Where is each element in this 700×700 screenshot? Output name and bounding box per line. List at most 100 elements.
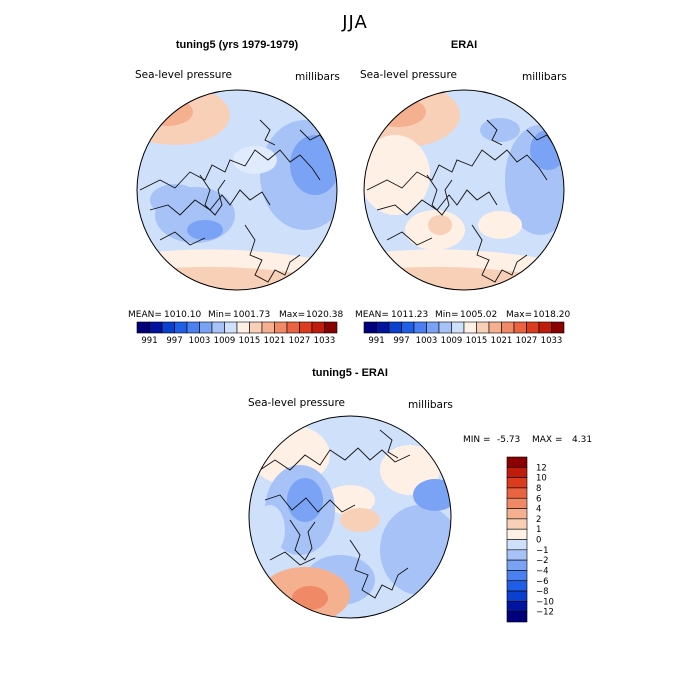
panel1-colorbar-tick-label: 997 [166, 336, 182, 346]
panel2-units-label: millibars [522, 71, 567, 83]
diff-colorbar-tick-label: 6 [536, 494, 541, 504]
panel1-colorbar-swatch [249, 321, 263, 334]
diff-colorbar-swatch [506, 456, 528, 468]
diff-colorbar-swatch [506, 497, 528, 509]
panel1-units-label: millibars [295, 71, 340, 83]
panel2-mean-label: MEAN= [355, 310, 389, 320]
diff-colorbar-swatch [506, 559, 528, 571]
panel2-colorbar-swatch [513, 321, 527, 334]
diff-max-value: 4.31 [572, 435, 592, 445]
diff-colorbar-swatch [506, 518, 528, 530]
panel1-colorbar-tick-label: 1009 [214, 336, 236, 346]
diff-max-label: MAX = [532, 435, 563, 445]
panel2-colorbar-swatch [451, 321, 465, 334]
panel2-colorbar-swatch [376, 321, 390, 334]
diff-colorbar-tick-label: 2 [536, 515, 541, 525]
panel1-min-label: Min= [208, 310, 232, 320]
panel2-colorbar-swatch [538, 321, 552, 334]
diff-colorbar-tick-label: −4 [536, 566, 549, 576]
panel2-variable-label: Sea-level pressure [360, 69, 457, 81]
panel2-colorbar-tick-label: 991 [368, 336, 384, 346]
panel1-variable-label: Sea-level pressure [135, 69, 232, 81]
panel2-min-value: 1005.02 [460, 310, 497, 320]
diff-colorbar-swatch [506, 601, 528, 612]
diff-colorbar-tick-label: −2 [536, 556, 549, 566]
diff-colorbar-swatch [506, 528, 528, 540]
diff-colorbar-swatch [506, 467, 528, 478]
diff-colorbar-swatch [506, 611, 528, 623]
diff-colorbar-swatch [506, 477, 528, 489]
panel1-polar-map [136, 89, 338, 291]
panel1-max-label: Max= [279, 310, 305, 320]
diff-variable-label: Sea-level pressure [248, 397, 345, 409]
diff-colorbar-swatch [506, 570, 528, 582]
panel1-title: tuning5 (yrs 1979-1979) [176, 39, 299, 51]
panel1-colorbar-tick-label: 1003 [189, 336, 211, 346]
panel1-min-value: 1001.73 [233, 310, 270, 320]
panel1-colorbar-tick-label: 1027 [289, 336, 311, 346]
panel2-max-value: 1018.20 [533, 310, 570, 320]
panel1-colorbar-swatch [211, 321, 225, 334]
diff-colorbar [506, 456, 528, 623]
panel2-colorbar-labels: 991 997 1003 1009 1015 1021 1027 1033 [368, 336, 562, 346]
panel1-colorbar [136, 321, 338, 334]
diff-colorbar-tick-label: −12 [536, 608, 554, 618]
panel2-colorbar [363, 321, 565, 334]
panel2-min-label: Min= [435, 310, 459, 320]
diff-colorbar-tick-label: 1 [536, 525, 541, 535]
panel1-colorbar-swatch [274, 321, 288, 334]
panel2-colorbar-swatch [363, 321, 377, 334]
panel1-colorbar-swatch [161, 321, 175, 334]
diff-colorbar-tick-label: 8 [536, 484, 541, 494]
panel2-colorbar-swatch [526, 321, 540, 334]
panel1-colorbar-swatch [186, 321, 200, 334]
panel2-colorbar-swatch [438, 321, 452, 334]
panel2-colorbar-tick-label: 1015 [466, 336, 488, 346]
diff-colorbar-tick-label: −10 [536, 597, 554, 607]
panel2-colorbar-swatch [413, 321, 427, 334]
diff-colorbar-tick-label: 10 [536, 474, 547, 484]
panel2-colorbar-swatch [388, 321, 402, 334]
panel1-colorbar-labels: 991 997 1003 1009 1015 1021 1027 1033 [141, 336, 335, 346]
diff-colorbar-swatch [506, 580, 528, 592]
panel2-stats: MEAN= 1011.23 Min= 1005.02 Max= 1018.20 [355, 310, 570, 320]
diff-min-label: MIN = [463, 435, 491, 445]
diff-units-label: millibars [408, 399, 453, 411]
panel2-colorbar-tick-label: 1003 [416, 336, 438, 346]
panel1-colorbar-swatch [149, 321, 163, 334]
diff-colorbar-tick-label: −8 [536, 587, 549, 597]
panel2-colorbar-swatch [551, 321, 565, 334]
diff-polar-map [248, 415, 452, 619]
panel2-mean-value: 1011.23 [391, 310, 428, 320]
diff-colorbar-swatch [506, 487, 528, 499]
panel2-colorbar-tick-label: 1009 [441, 336, 463, 346]
panel2-colorbar-swatch [488, 321, 502, 334]
panel1-colorbar-swatch [324, 321, 338, 334]
panel1-colorbar-swatch [299, 321, 313, 334]
panel2-colorbar-swatch [501, 321, 515, 334]
panel1-max-value: 1020.38 [306, 310, 343, 320]
panel1-stats: MEAN= 1010.10 Min= 1001.73 Max= 1020.38 [128, 310, 343, 320]
panel1-colorbar-swatch [174, 321, 188, 334]
diff-colorbar-swatch [506, 539, 528, 551]
diff-colorbar-tick-label: 0 [536, 536, 541, 546]
panel1-colorbar-tick-label: 991 [141, 336, 157, 346]
diff-stats: MIN = -5.73 MAX = 4.31 [463, 435, 592, 445]
panel1-colorbar-tick-label: 1033 [314, 336, 336, 346]
panel2-colorbar-tick-label: 997 [393, 336, 409, 346]
panel1-colorbar-swatch [286, 321, 300, 334]
panel2-colorbar-swatch [463, 321, 477, 334]
panel1-colorbar-tick-label: 1021 [264, 336, 286, 346]
diff-colorbar-tick-label: −6 [536, 577, 549, 587]
panel1-colorbar-swatch [261, 321, 275, 334]
panel2-colorbar-swatch [401, 321, 415, 334]
diff-colorbar-swatch [506, 590, 528, 602]
diff-colorbar-swatch [506, 508, 528, 520]
panel2-polar-map [363, 89, 565, 291]
panel1-colorbar-tick-label: 1015 [239, 336, 261, 346]
diff-min-value: -5.73 [497, 435, 520, 445]
diff-title: tuning5 - ERAI [312, 367, 388, 379]
panel2-colorbar-tick-label: 1033 [541, 336, 563, 346]
